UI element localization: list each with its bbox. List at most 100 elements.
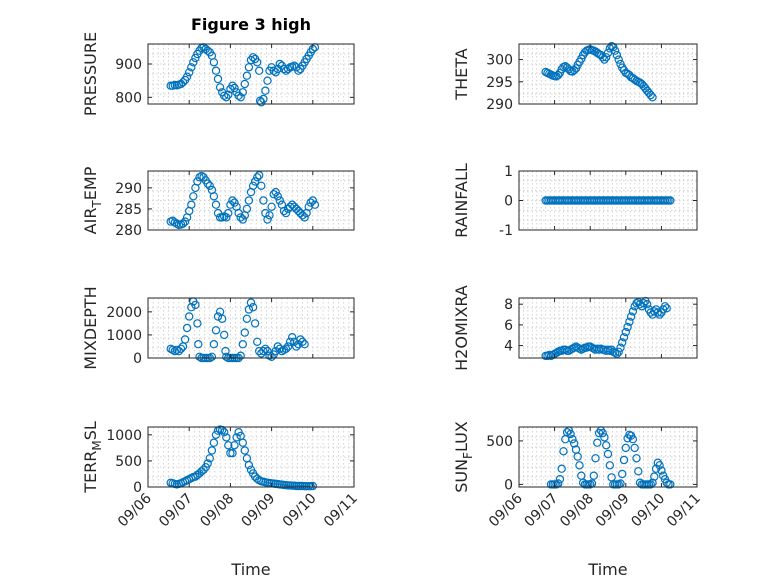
data-point (618, 338, 627, 347)
data-point (300, 340, 309, 349)
x-tick-label: 09/08 (557, 491, 597, 531)
data-point (242, 454, 252, 463)
data-point (232, 433, 241, 442)
data-point (209, 58, 219, 67)
data-point (648, 93, 657, 102)
x-tick-label: 09/08 (197, 491, 237, 531)
data-point (211, 200, 221, 209)
x-tick-label: 09/11 (321, 491, 361, 531)
panel-h2omixra: 4 6 8 H2OMIXRA (452, 285, 698, 371)
data-point (614, 347, 623, 356)
data-point (240, 446, 249, 455)
data-point (255, 170, 264, 180)
data-point (224, 90, 233, 99)
data-point (263, 76, 272, 85)
data-point (248, 181, 258, 190)
data-point (623, 322, 632, 332)
data-point (238, 340, 247, 349)
data-point (666, 196, 675, 205)
data-point (244, 196, 254, 205)
data-point (292, 342, 301, 351)
data-point (182, 323, 192, 333)
axes-frame (518, 43, 698, 105)
y-tick-label: 900 (115, 57, 142, 73)
axes-frame (147, 426, 355, 488)
data-point (244, 63, 254, 72)
data-point (275, 344, 284, 353)
data-point (600, 433, 609, 442)
data-point (221, 346, 230, 356)
data-point (203, 46, 212, 55)
data-point (610, 348, 620, 357)
data-point (242, 71, 252, 80)
y-tick-label: 8 (504, 297, 513, 313)
y-axis-label: RAINFALL (452, 163, 471, 238)
axes-frame (147, 297, 355, 359)
data-point (213, 74, 223, 84)
data-point (298, 337, 307, 346)
data-point (250, 177, 260, 186)
data-point (639, 299, 648, 308)
data-point (180, 217, 190, 226)
data-point (603, 345, 613, 354)
x-axis-label: Time (587, 560, 627, 579)
y-tick-label: 500 (486, 434, 513, 450)
axes-frame (518, 426, 698, 488)
data-point (591, 454, 600, 463)
data-point (621, 443, 631, 453)
x-tick-label: 09/09 (593, 491, 633, 531)
data-point (273, 192, 282, 201)
y-tick-label: 2000 (106, 305, 142, 321)
data-point (598, 428, 607, 438)
data-point (285, 337, 295, 346)
data-point (193, 319, 202, 328)
x-tick-label: 09/07 (522, 491, 562, 531)
data-point (308, 481, 317, 491)
data-point (267, 202, 276, 211)
data-point (283, 64, 293, 74)
data-point (294, 206, 303, 216)
data-point (589, 471, 599, 480)
data-point (650, 472, 659, 481)
y-tick-label: 280 (115, 223, 142, 239)
y-tick-label: 285 (115, 202, 142, 218)
data-point (211, 326, 221, 335)
data-point (203, 179, 212, 188)
y-tick-label: 6 (504, 318, 513, 334)
data-point (215, 83, 225, 92)
data-point (228, 81, 237, 90)
x-axis-label: Time (230, 560, 270, 579)
y-tick-label: 1000 (106, 428, 142, 444)
data-point (209, 340, 219, 349)
data-point (236, 351, 245, 360)
y-axis-label: PRESSURE (81, 32, 100, 116)
data-point (575, 461, 584, 470)
y-tick-label: 290 (486, 97, 513, 113)
x-tick-label: 09/10 (280, 491, 320, 531)
data-point (228, 196, 237, 205)
x-tick-label: 09/07 (156, 491, 196, 531)
data-point (602, 53, 611, 62)
data-point (207, 446, 217, 455)
data-point (616, 343, 625, 352)
data-point (191, 53, 200, 63)
data-point (267, 352, 276, 361)
data-point (559, 447, 568, 456)
data-point (217, 314, 227, 323)
data-point (180, 335, 190, 344)
panel-pressure: 800 900 PRESSURE (81, 32, 355, 116)
data-point (263, 215, 272, 224)
data-point (230, 198, 239, 207)
data-point (300, 213, 309, 222)
data-point (219, 330, 229, 340)
data-point (281, 208, 291, 218)
data-point (643, 300, 652, 309)
data-point (211, 66, 221, 75)
data-point (187, 303, 196, 312)
data-point (203, 459, 212, 468)
axes-frame (147, 170, 355, 231)
data-point (566, 429, 575, 439)
y-tick-label: 1 (504, 164, 513, 180)
data-point (296, 208, 305, 218)
